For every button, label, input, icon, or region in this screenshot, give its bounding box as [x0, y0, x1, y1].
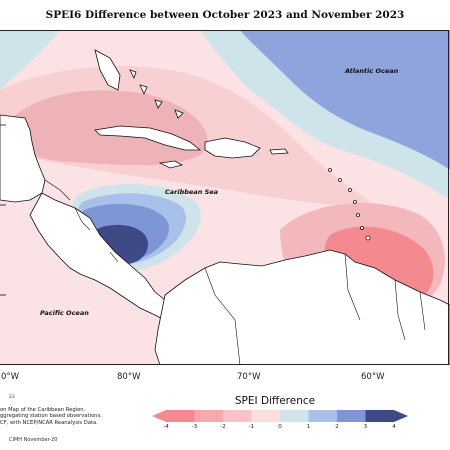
legend-title: SPEI Difference	[234, 395, 316, 407]
legend-swatch	[308, 410, 337, 422]
mexico	[0, 114, 46, 203]
legend-tick-label: 0	[278, 424, 282, 430]
caption-line-3: CF, with NCEP/NCAR Reanalysis Data.	[0, 419, 98, 426]
south-america	[154, 249, 450, 365]
legend-swatch	[223, 410, 252, 422]
island-6	[360, 226, 364, 230]
label-caribbean: Caribbean Sea	[165, 188, 218, 196]
legend-tick-label: -4	[163, 424, 169, 430]
border-1	[44, 179, 71, 201]
island-3	[348, 188, 352, 192]
land-outlines	[0, 49, 450, 365]
legend-swatch	[251, 410, 280, 422]
map-caption: on Map of the Caribbean Region. ggregati…	[0, 407, 120, 426]
puerto-rico	[269, 148, 289, 155]
jamaica	[158, 160, 184, 169]
bahamas-2	[139, 84, 148, 95]
border-colombia-venezuela	[204, 267, 241, 365]
island-5	[356, 213, 360, 217]
legend-tick-label: -2	[220, 424, 226, 430]
map-panel: Atlantic Ocean Caribbean Sea Pacific Oce…	[0, 30, 450, 365]
lon-label-70: 70°W	[237, 372, 261, 382]
credit-text: CIMH November-20	[9, 437, 58, 443]
legend-swatch	[337, 410, 366, 422]
caption-line-1: on Map of the Caribbean Region.	[0, 407, 86, 413]
border-venezuela-guyana	[344, 253, 361, 321]
legend-swatch	[166, 410, 195, 422]
legend-tick-label: 1	[306, 424, 311, 430]
legend-svg	[152, 410, 408, 422]
border-guyana-suriname	[394, 279, 406, 341]
blue-region	[240, 30, 450, 170]
hispaniola	[204, 137, 261, 159]
legend-tick-label: -3	[191, 424, 198, 430]
island-1	[328, 168, 332, 172]
island-4	[353, 200, 357, 204]
lat-ticks	[0, 124, 6, 296]
legend-tick-label: -1	[248, 424, 255, 430]
legend-tick-label: 2	[335, 424, 339, 430]
caption-line-2: ggregating station based observations,	[0, 413, 102, 420]
border-suriname-fg	[419, 291, 426, 331]
border-3	[109, 251, 119, 263]
map-frame	[0, 30, 449, 365]
lon-label-60: 60°W	[361, 372, 385, 382]
legend-swatch	[280, 410, 309, 422]
pacific-fade	[0, 280, 150, 365]
nw-teal	[0, 30, 60, 90]
label-pacific: Pacific Ocean	[40, 309, 89, 317]
legend-arrow-left	[152, 410, 166, 422]
legend-ticks: -4 -3 -2 -1 0 1 2 3 4	[150, 424, 410, 434]
bahamas-3	[154, 99, 163, 109]
lon-label-80: 80°W	[117, 372, 141, 382]
page-number: 23	[9, 395, 15, 400]
island-2	[338, 178, 342, 182]
map-canvas: Atlantic Ocean Caribbean Sea Pacific Oce…	[0, 30, 450, 365]
legend-colorbar	[150, 408, 410, 428]
label-atlantic: Atlantic Ocean	[344, 67, 399, 75]
bahamas-4	[174, 109, 184, 119]
cuba	[94, 125, 202, 151]
lon-label-0: 0°W	[1, 372, 20, 382]
country-borders	[44, 179, 426, 365]
legend-arrow-right	[394, 410, 408, 422]
legend-swatch	[365, 410, 394, 422]
border-2	[74, 207, 91, 231]
map-title: SPEI6 Difference between October 2023 an…	[45, 9, 405, 21]
island-trinidad	[365, 235, 371, 241]
florida	[94, 49, 121, 91]
legend-swatch	[194, 410, 223, 422]
legend-tick-label: 3	[363, 424, 368, 430]
bahamas-1	[129, 69, 137, 80]
legend-tick-label: 4	[392, 424, 396, 430]
